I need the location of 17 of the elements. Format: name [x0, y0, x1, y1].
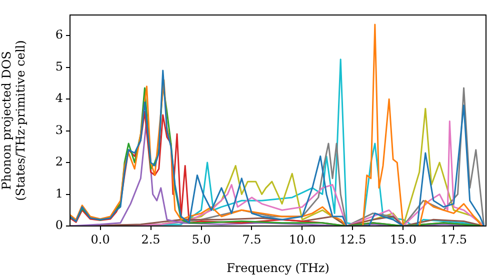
x-tick-label: 7.5 — [242, 232, 262, 246]
x-tick-label: 17.5 — [440, 232, 468, 246]
y-tick-label: 6 — [55, 28, 63, 42]
x-tick-label: 5.0 — [192, 232, 211, 246]
y-tick-label: 5 — [55, 59, 63, 74]
y-tick-label: 2 — [55, 154, 63, 169]
x-axis-title: Frequency (THz) — [226, 260, 330, 275]
x-tick-label: 12.5 — [339, 232, 366, 246]
x-tick-label: 2.5 — [141, 232, 160, 246]
y-tick-label: 4 — [55, 91, 64, 106]
x-tick-label: 15.0 — [390, 232, 417, 246]
y-tick-label: 3 — [55, 122, 63, 137]
x-tick-label: 0.0 — [90, 232, 110, 246]
y-axis-title: Phonon projected DOS (States/THz·primitive cell) — [0, 40, 28, 201]
x-tick-label: 10.0 — [288, 232, 316, 246]
y-tick-label: 1 — [55, 186, 63, 200]
y-tick-label: 0 — [55, 218, 63, 232]
